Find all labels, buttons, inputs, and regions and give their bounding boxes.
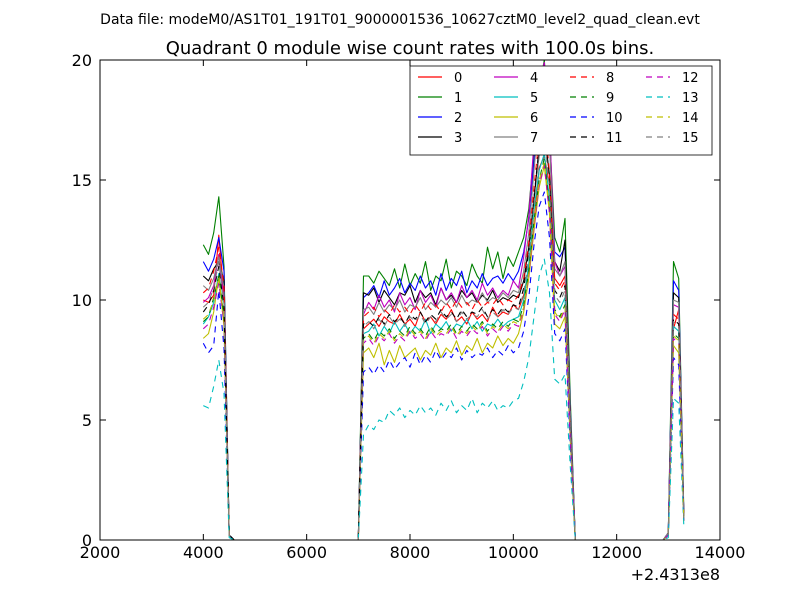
- legend-label-12: 12: [682, 71, 699, 86]
- legend-label-8: 8: [606, 71, 614, 86]
- x-axis: 2000 4000 6000 8000 10000 12000 14000: [80, 60, 746, 562]
- x-tick-label: 10000: [488, 543, 539, 562]
- legend-label-2: 2: [454, 111, 462, 126]
- y-tick-label: 10: [72, 291, 92, 310]
- legend-label-10: 10: [606, 111, 623, 126]
- legend-label-3: 3: [454, 131, 462, 146]
- legend-label-14: 14: [682, 111, 699, 126]
- legend-label-7: 7: [530, 131, 538, 146]
- series-line-13: [203, 258, 685, 540]
- x-tick-label: 14000: [695, 543, 746, 562]
- series-line-14: [202, 162, 685, 540]
- chart-suptitle: Data file: modeM0/AS1T01_191T01_90000015…: [100, 12, 700, 28]
- y-tick-label: 20: [72, 51, 92, 70]
- legend-label-5: 5: [530, 91, 538, 106]
- legend-label-6: 6: [530, 111, 538, 126]
- x-tick-label: 8000: [390, 543, 431, 562]
- legend-label-0: 0: [454, 71, 462, 86]
- legend-label-15: 15: [682, 131, 699, 146]
- series-line-12: [202, 165, 685, 540]
- y-tick-label: 5: [82, 411, 92, 430]
- series-line-3: [202, 131, 685, 540]
- chart-title: Quadrant 0 module wise count rates with …: [166, 38, 655, 59]
- x-tick-label: 12000: [591, 543, 642, 562]
- series-line-5: [202, 153, 685, 540]
- legend-label-9: 9: [606, 91, 614, 106]
- series-line-4: [202, 61, 685, 540]
- legend-box: [409, 65, 713, 156]
- x-offset-label: +2.4313e8: [631, 565, 720, 584]
- legend-label-11: 11: [606, 131, 623, 146]
- y-tick-label: 0: [82, 531, 92, 550]
- legend-label-13: 13: [682, 91, 699, 106]
- series-line-10: [202, 191, 685, 540]
- y-tick-label: 15: [72, 171, 92, 190]
- x-tick-label: 4000: [183, 543, 224, 562]
- series-line-2: [202, 78, 685, 540]
- series-line-9: [202, 157, 685, 540]
- x-tick-label: 2000: [80, 543, 121, 562]
- x-tick-label: 6000: [286, 543, 327, 562]
- series-layer: [202, 60, 685, 540]
- legend-label-1: 1: [454, 91, 462, 106]
- series-line-6: [202, 165, 685, 540]
- series-line-15: [202, 136, 685, 540]
- series-line-7: [202, 73, 685, 540]
- legend-label-4: 4: [530, 71, 538, 86]
